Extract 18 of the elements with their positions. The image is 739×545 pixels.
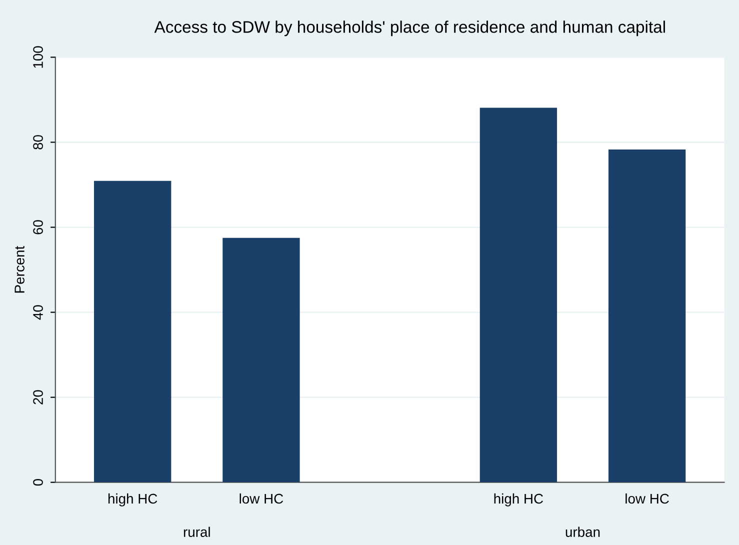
text: rural bbox=[184, 526, 210, 537]
y-tick-label: 100 bbox=[33, 46, 43, 68]
x-tick-label: high HC bbox=[494, 493, 543, 506]
x-tick-label: high HC bbox=[108, 493, 158, 506]
x-tick-label: low HC bbox=[626, 493, 669, 504]
y-tick-label: 0 bbox=[33, 479, 43, 486]
y-tick-label: 20 bbox=[33, 390, 43, 404]
x-tick-label: low HC bbox=[240, 493, 284, 504]
y-axis-title: Percent bbox=[14, 246, 24, 293]
bar bbox=[222, 238, 300, 482]
bar bbox=[480, 108, 558, 482]
bar bbox=[94, 180, 172, 482]
chart-title: Access to SDW by households' place of residence and human capital bbox=[154, 20, 665, 36]
y-tick-label: 80 bbox=[33, 135, 43, 150]
y-tick-label: 60 bbox=[33, 220, 43, 234]
text: urban bbox=[566, 526, 600, 537]
bar bbox=[608, 149, 686, 482]
y-tick-label: 40 bbox=[33, 305, 43, 320]
